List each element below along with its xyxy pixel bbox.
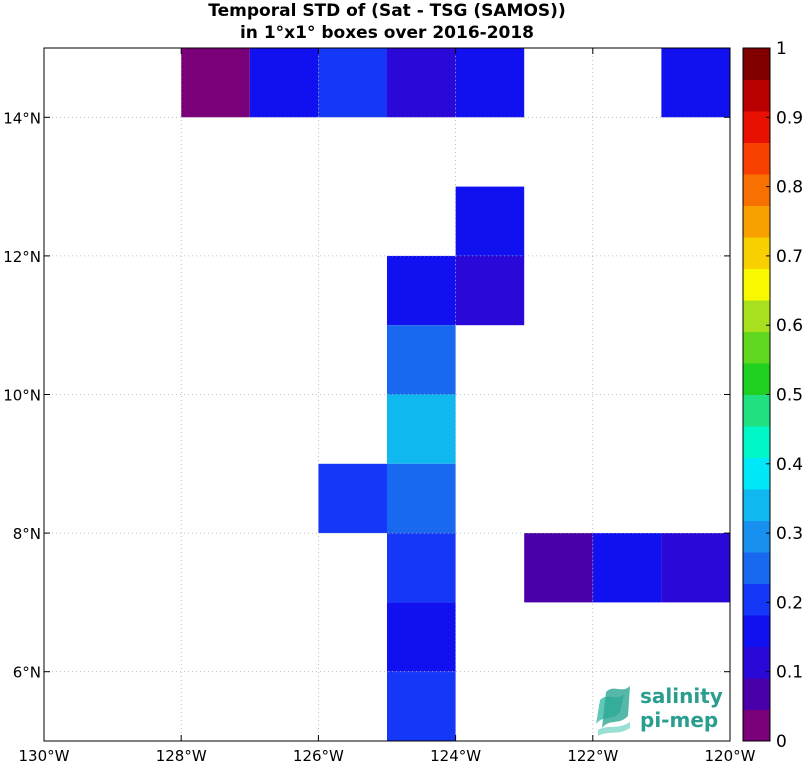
colorbar-segment bbox=[743, 552, 770, 584]
colorbar-segment bbox=[743, 457, 770, 490]
chart-title-line-2: in 1°x1° boxes over 2016-2018 bbox=[239, 23, 535, 43]
x-axis-ticks: 130°W 128°W 126°W 124°W 122°W 120°W bbox=[19, 48, 756, 763]
y-tick-label: 14°N bbox=[3, 109, 41, 127]
colorbar-segment bbox=[743, 426, 770, 458]
colorbar-tick-label: 0.4 bbox=[776, 455, 803, 475]
y-tick-label: 6°N bbox=[13, 664, 41, 682]
heatmap-cell bbox=[524, 533, 593, 603]
heatmap-cell bbox=[661, 48, 730, 118]
colorbar-tick-label: 0.5 bbox=[776, 386, 803, 406]
colorbar-segment bbox=[743, 205, 770, 238]
heatmap-cell bbox=[387, 671, 456, 741]
x-tick-label: 126°W bbox=[293, 747, 344, 763]
heatmap-cells bbox=[181, 48, 730, 741]
colorbar-segment bbox=[743, 142, 770, 175]
y-tick-label: 10°N bbox=[3, 387, 41, 405]
heatmap-cell bbox=[455, 255, 525, 326]
colorbar-segment bbox=[743, 646, 770, 679]
colorbar-segment bbox=[743, 48, 770, 80]
heatmap-cell bbox=[387, 394, 456, 464]
colorbar-tick-label: 0.1 bbox=[776, 663, 803, 683]
colorbar-tick-label: 0.8 bbox=[776, 178, 803, 198]
colorbar-segment bbox=[743, 394, 770, 427]
x-tick-label: 120°W bbox=[705, 747, 756, 763]
y-tick-label: 12°N bbox=[3, 248, 41, 266]
heatmap-cell bbox=[387, 48, 456, 118]
chart-title: Temporal STD of (Sat - TSG (SAMOS)) in 1… bbox=[44, 0, 730, 44]
colorbar: 0 0.1 0.2 0.3 0.4 0.5 0.6 0.7 0.8 0.9 1 bbox=[742, 39, 803, 752]
heatmap-cell bbox=[455, 48, 525, 118]
colorbar-segment bbox=[743, 709, 770, 742]
heatmap-cell bbox=[592, 533, 662, 603]
colorbar-segment bbox=[743, 79, 770, 112]
colorbar-segment bbox=[743, 363, 770, 395]
colorbar-segment bbox=[743, 583, 770, 616]
colorbar-tick-label: 0.2 bbox=[776, 593, 803, 613]
heatmap-cell bbox=[455, 186, 525, 256]
x-tick-label: 122°W bbox=[567, 747, 618, 763]
heatmap-cell bbox=[318, 48, 387, 118]
colorbar-segment bbox=[743, 489, 770, 521]
colorbar-tick-label: 0.3 bbox=[776, 524, 803, 544]
heatmap-cell bbox=[387, 533, 456, 603]
heatmap-cell bbox=[661, 533, 730, 603]
heatmap-cell bbox=[387, 463, 456, 534]
x-tick-label: 130°W bbox=[19, 747, 70, 763]
y-axis-ticks: 6°N 8°N 10°N 12°N 14°N bbox=[3, 109, 730, 682]
colorbar-segment bbox=[743, 520, 770, 553]
heatmap-cell bbox=[318, 463, 387, 534]
colorbar-segment bbox=[743, 111, 770, 143]
colorbar-tick-label: 0.7 bbox=[776, 247, 803, 267]
colorbar-tick-label: 0.6 bbox=[776, 316, 803, 336]
logo-wave-icon-back bbox=[602, 686, 630, 728]
x-tick-label: 128°W bbox=[156, 747, 207, 763]
logo-wave-icon-shadow bbox=[598, 722, 630, 736]
colorbar-segment bbox=[743, 300, 770, 332]
x-tick-label: 124°W bbox=[430, 747, 481, 763]
colorbar-segment bbox=[743, 268, 770, 301]
colorbar-segment bbox=[743, 331, 770, 364]
heatmap-cell bbox=[387, 255, 456, 326]
salinity-pi-mep-logo: salinity pi-mep bbox=[596, 684, 723, 736]
colorbar-tick-label: 0 bbox=[776, 732, 787, 752]
heatmap-cell bbox=[249, 48, 319, 118]
heatmap-cell bbox=[387, 602, 456, 672]
y-tick-label: 8°N bbox=[13, 525, 41, 543]
colorbar-segment bbox=[743, 237, 770, 269]
heatmap-cell bbox=[181, 48, 250, 118]
colorbar-segment bbox=[743, 678, 770, 710]
colorbar-segment bbox=[743, 174, 770, 206]
chart-title-line-1: Temporal STD of (Sat - TSG (SAMOS)) bbox=[208, 1, 566, 21]
logo-text-salinity: salinity bbox=[640, 684, 723, 708]
colorbar-tick-label: 1 bbox=[776, 39, 787, 59]
heatmap-cell bbox=[387, 325, 456, 395]
colorbar-segment bbox=[743, 615, 770, 647]
colorbar-tick-label: 0.9 bbox=[776, 108, 803, 128]
logo-text-pi-mep: pi-mep bbox=[640, 708, 718, 732]
